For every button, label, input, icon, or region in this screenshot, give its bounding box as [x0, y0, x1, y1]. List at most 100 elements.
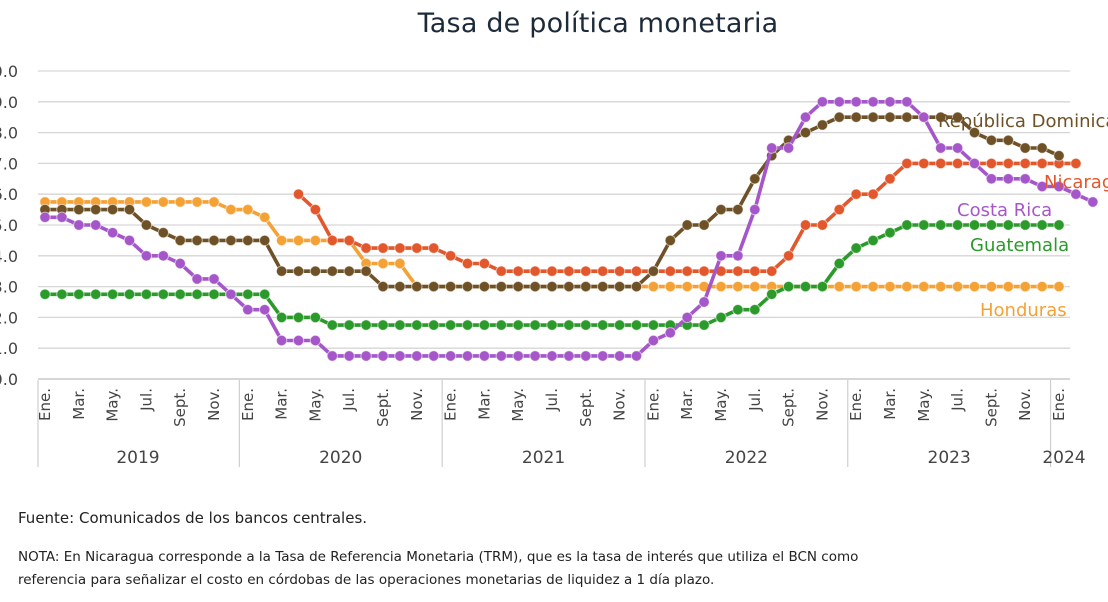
y-tick-label: 2.0	[0, 308, 18, 327]
data-point	[816, 96, 829, 108]
data-point	[867, 111, 879, 123]
data-point	[580, 265, 592, 277]
data-point	[73, 288, 85, 300]
data-point	[394, 319, 406, 331]
data-point	[478, 350, 491, 362]
data-point	[901, 157, 913, 170]
data-point	[613, 265, 626, 277]
data-point	[597, 319, 609, 331]
year-label: 2023	[928, 448, 971, 468]
data-point	[529, 350, 541, 362]
data-point	[529, 319, 541, 331]
data-point	[275, 234, 288, 247]
data-point	[461, 319, 474, 331]
data-point	[174, 234, 186, 247]
data-point	[664, 234, 676, 247]
data-point	[1019, 280, 1031, 293]
data-point	[833, 257, 845, 270]
data-point	[647, 334, 660, 347]
data-point	[799, 126, 812, 139]
data-point	[428, 319, 440, 331]
x-axis: Ene. Mar. May. Jul. Sept. Nov. Ene. Mar. May. Jul…	[36, 380, 1086, 468]
x-tick-label: Sept.	[171, 388, 189, 427]
data-point	[157, 196, 170, 208]
data-point	[529, 265, 541, 277]
y-axis-ticks: 0.0 1.0 2.0 3.0 4.0 5.0 6.0 7.0 8.0 9.0 10.0	[0, 62, 18, 389]
data-point	[360, 319, 372, 331]
data-point	[968, 126, 981, 139]
data-point	[816, 119, 829, 131]
data-point	[935, 142, 947, 154]
y-tick-label: 10.0	[0, 62, 18, 81]
data-point	[664, 280, 676, 293]
x-tick-label: Nov.	[205, 388, 223, 421]
data-point	[275, 311, 288, 324]
x-tick-label: Jul.	[137, 388, 155, 412]
data-point	[411, 319, 423, 331]
data-point	[816, 219, 829, 231]
data-point	[394, 350, 406, 362]
data-point	[901, 111, 913, 123]
data-point	[985, 280, 998, 293]
data-point	[259, 234, 271, 247]
data-point	[90, 288, 102, 300]
data-point	[478, 257, 491, 270]
data-point	[326, 234, 338, 247]
data-point	[1019, 173, 1031, 185]
data-point	[360, 242, 372, 254]
data-point	[613, 350, 626, 362]
data-point	[732, 304, 744, 316]
footnote: NOTA: En Nicaragua corresponde a la Tasa…	[18, 546, 1098, 592]
data-point	[546, 265, 558, 277]
data-point	[1036, 180, 1048, 193]
data-point	[732, 203, 744, 216]
data-point	[1053, 280, 1065, 293]
y-tick-label: 0.0	[0, 370, 18, 389]
data-point	[444, 250, 457, 262]
data-point	[1019, 142, 1031, 154]
data-point	[951, 280, 964, 293]
footnote-line-2: referencia para señalizar el costo en có…	[18, 572, 715, 588]
data-point	[850, 242, 862, 254]
x-tick-label: Jul.	[340, 388, 358, 412]
data-point	[140, 196, 153, 208]
data-point	[749, 280, 761, 293]
x-tick-label: Mar.	[70, 388, 88, 420]
data-point	[461, 257, 474, 270]
data-point	[613, 319, 626, 331]
data-point	[1019, 157, 1031, 170]
data-point	[884, 173, 896, 185]
x-tick-label: Jul.	[543, 388, 561, 412]
data-point	[766, 288, 778, 300]
data-point	[309, 265, 322, 277]
data-point	[935, 111, 947, 123]
data-point	[850, 188, 862, 200]
data-point	[1053, 180, 1065, 193]
x-tick-label: Jul.	[746, 388, 764, 412]
data-point	[850, 96, 862, 108]
data-point	[259, 304, 271, 316]
data-point	[90, 219, 102, 231]
label-costa-rica: Costa Rica	[957, 200, 1052, 221]
data-point	[106, 288, 119, 300]
data-point	[208, 234, 220, 247]
data-point	[106, 227, 119, 239]
data-point	[681, 219, 693, 231]
data-point	[985, 134, 998, 147]
x-tick-label: Sept.	[780, 388, 798, 427]
data-point	[292, 334, 305, 347]
data-point	[1053, 150, 1065, 162]
data-point	[867, 234, 879, 247]
data-point	[1036, 219, 1048, 231]
data-point	[985, 219, 998, 231]
label-honduras: Honduras	[980, 300, 1067, 321]
data-point	[394, 280, 406, 293]
data-point	[343, 319, 355, 331]
data-point	[901, 96, 913, 108]
data-point	[1019, 219, 1031, 231]
data-point	[968, 280, 981, 293]
x-tick-label: Sept.	[577, 388, 595, 427]
data-point	[157, 250, 170, 262]
series-labels: República Dominicana Nicaragua Costa Rica G…	[938, 111, 1108, 321]
data-point	[732, 250, 744, 262]
